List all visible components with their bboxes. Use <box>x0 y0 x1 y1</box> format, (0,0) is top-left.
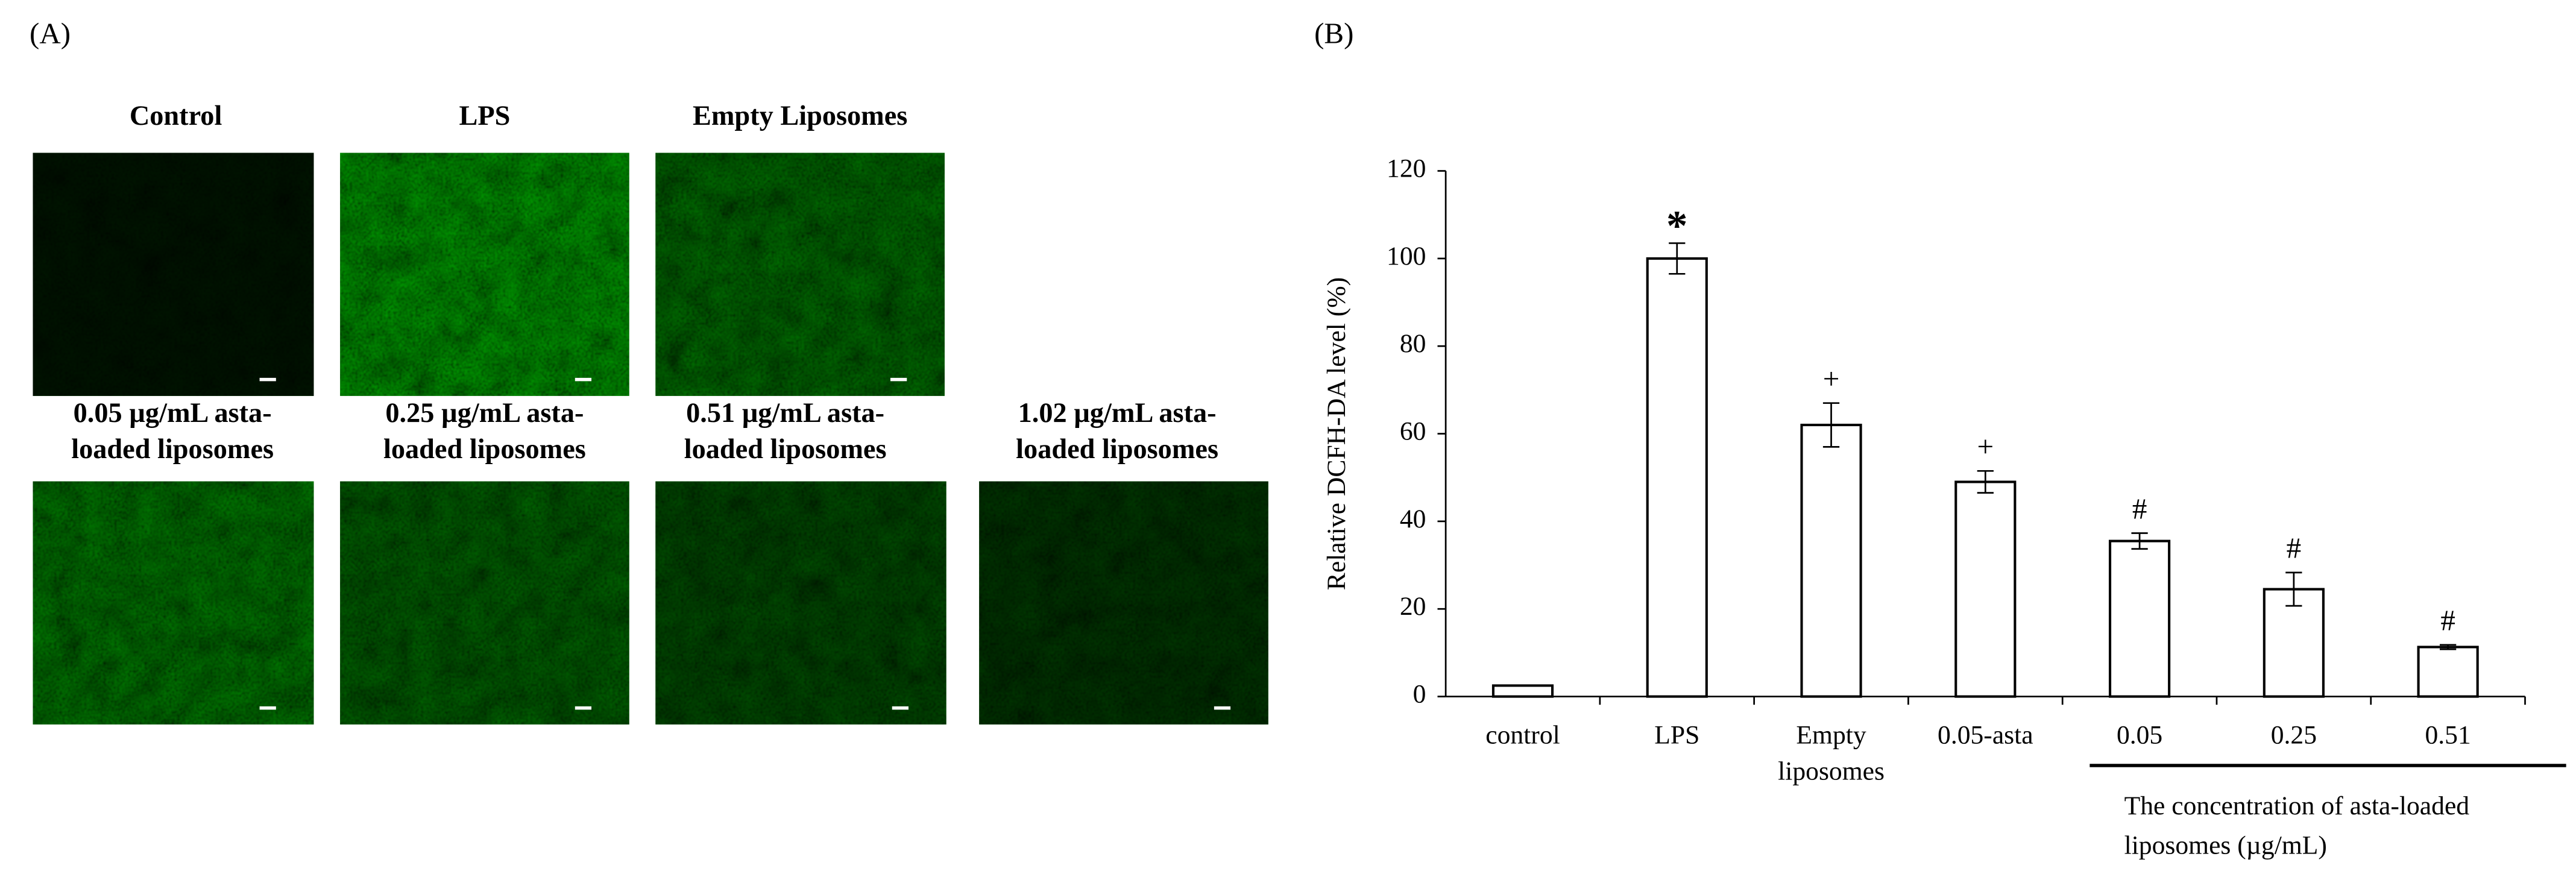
group-label: liposomes (µg/mL) <box>2124 831 2327 860</box>
image-caption: 0.25 µg/mL asta- <box>385 398 584 429</box>
image-caption: loaded liposomes <box>1016 434 1218 465</box>
x-tick-label: control <box>1485 721 1560 750</box>
bar <box>1800 423 1862 698</box>
x-tick-label: 0.05-asta <box>1938 721 2033 750</box>
error-bar <box>2285 571 2302 607</box>
error-bar <box>2440 644 2457 650</box>
y-tick-label: 40 <box>1400 505 1426 533</box>
micrograph <box>33 481 314 725</box>
significance-mark: # <box>2287 532 2302 565</box>
x-tick-label: 0.05 <box>2117 721 2162 750</box>
image-caption: loaded liposomes <box>383 434 586 465</box>
bar <box>1646 257 1708 698</box>
significance-mark: + <box>1977 430 1994 463</box>
image-caption: 0.05 µg/mL asta- <box>74 398 272 429</box>
micrograph-shade <box>340 152 629 396</box>
bar <box>1954 480 2017 698</box>
micrograph-shade <box>655 152 945 396</box>
group-label: The concentration of asta-loaded <box>2124 791 2470 820</box>
error-bar <box>1822 402 1840 448</box>
y-tick-label: 60 <box>1400 417 1426 446</box>
bar <box>2108 539 2171 698</box>
y-tick-label: 120 <box>1387 154 1426 183</box>
significance-mark: * <box>1666 203 1687 250</box>
error-bar <box>1669 242 1686 275</box>
error-bar <box>1977 470 1994 494</box>
y-tick-label: 20 <box>1400 592 1426 621</box>
x-tick-label: LPS <box>1654 721 1699 750</box>
micrograph-shade <box>33 481 314 725</box>
y-axis-label: Relative DCFH-DA level (%) <box>1322 277 1351 590</box>
micrograph-shade <box>979 481 1268 725</box>
panel-label: (B) <box>1314 16 1353 49</box>
image-caption: Empty Liposomes <box>693 101 907 131</box>
image-caption: loaded liposomes <box>684 434 887 465</box>
bar <box>2263 588 2325 698</box>
image-caption: Control <box>130 101 222 131</box>
bar <box>2417 646 2479 698</box>
micrograph <box>340 152 629 396</box>
panel-label: (A) <box>30 16 71 49</box>
y-tick-label: 0 <box>1413 680 1426 709</box>
error-bar <box>2131 532 2148 550</box>
significance-mark: # <box>2132 492 2147 525</box>
significance-mark: + <box>1823 362 1840 395</box>
y-tick-label: 80 <box>1400 329 1426 358</box>
significance-mark: # <box>2440 604 2455 637</box>
x-tick-label: 0.25 <box>2271 721 2317 750</box>
micrograph-shade <box>340 481 629 725</box>
x-tick-label: 0.51 <box>2425 721 2471 750</box>
image-caption: 0.51 µg/mL asta- <box>686 398 884 429</box>
micrograph-shade <box>33 152 314 396</box>
x-tick-label: Empty liposomes <box>1778 721 1885 786</box>
image-caption: 1.02 µg/mL asta- <box>1018 398 1217 429</box>
image-caption: loaded liposomes <box>71 434 274 465</box>
image-caption: LPS <box>459 101 510 131</box>
micrograph-shade <box>655 481 946 725</box>
bar <box>1491 684 1554 698</box>
y-tick-label: 100 <box>1387 242 1426 271</box>
